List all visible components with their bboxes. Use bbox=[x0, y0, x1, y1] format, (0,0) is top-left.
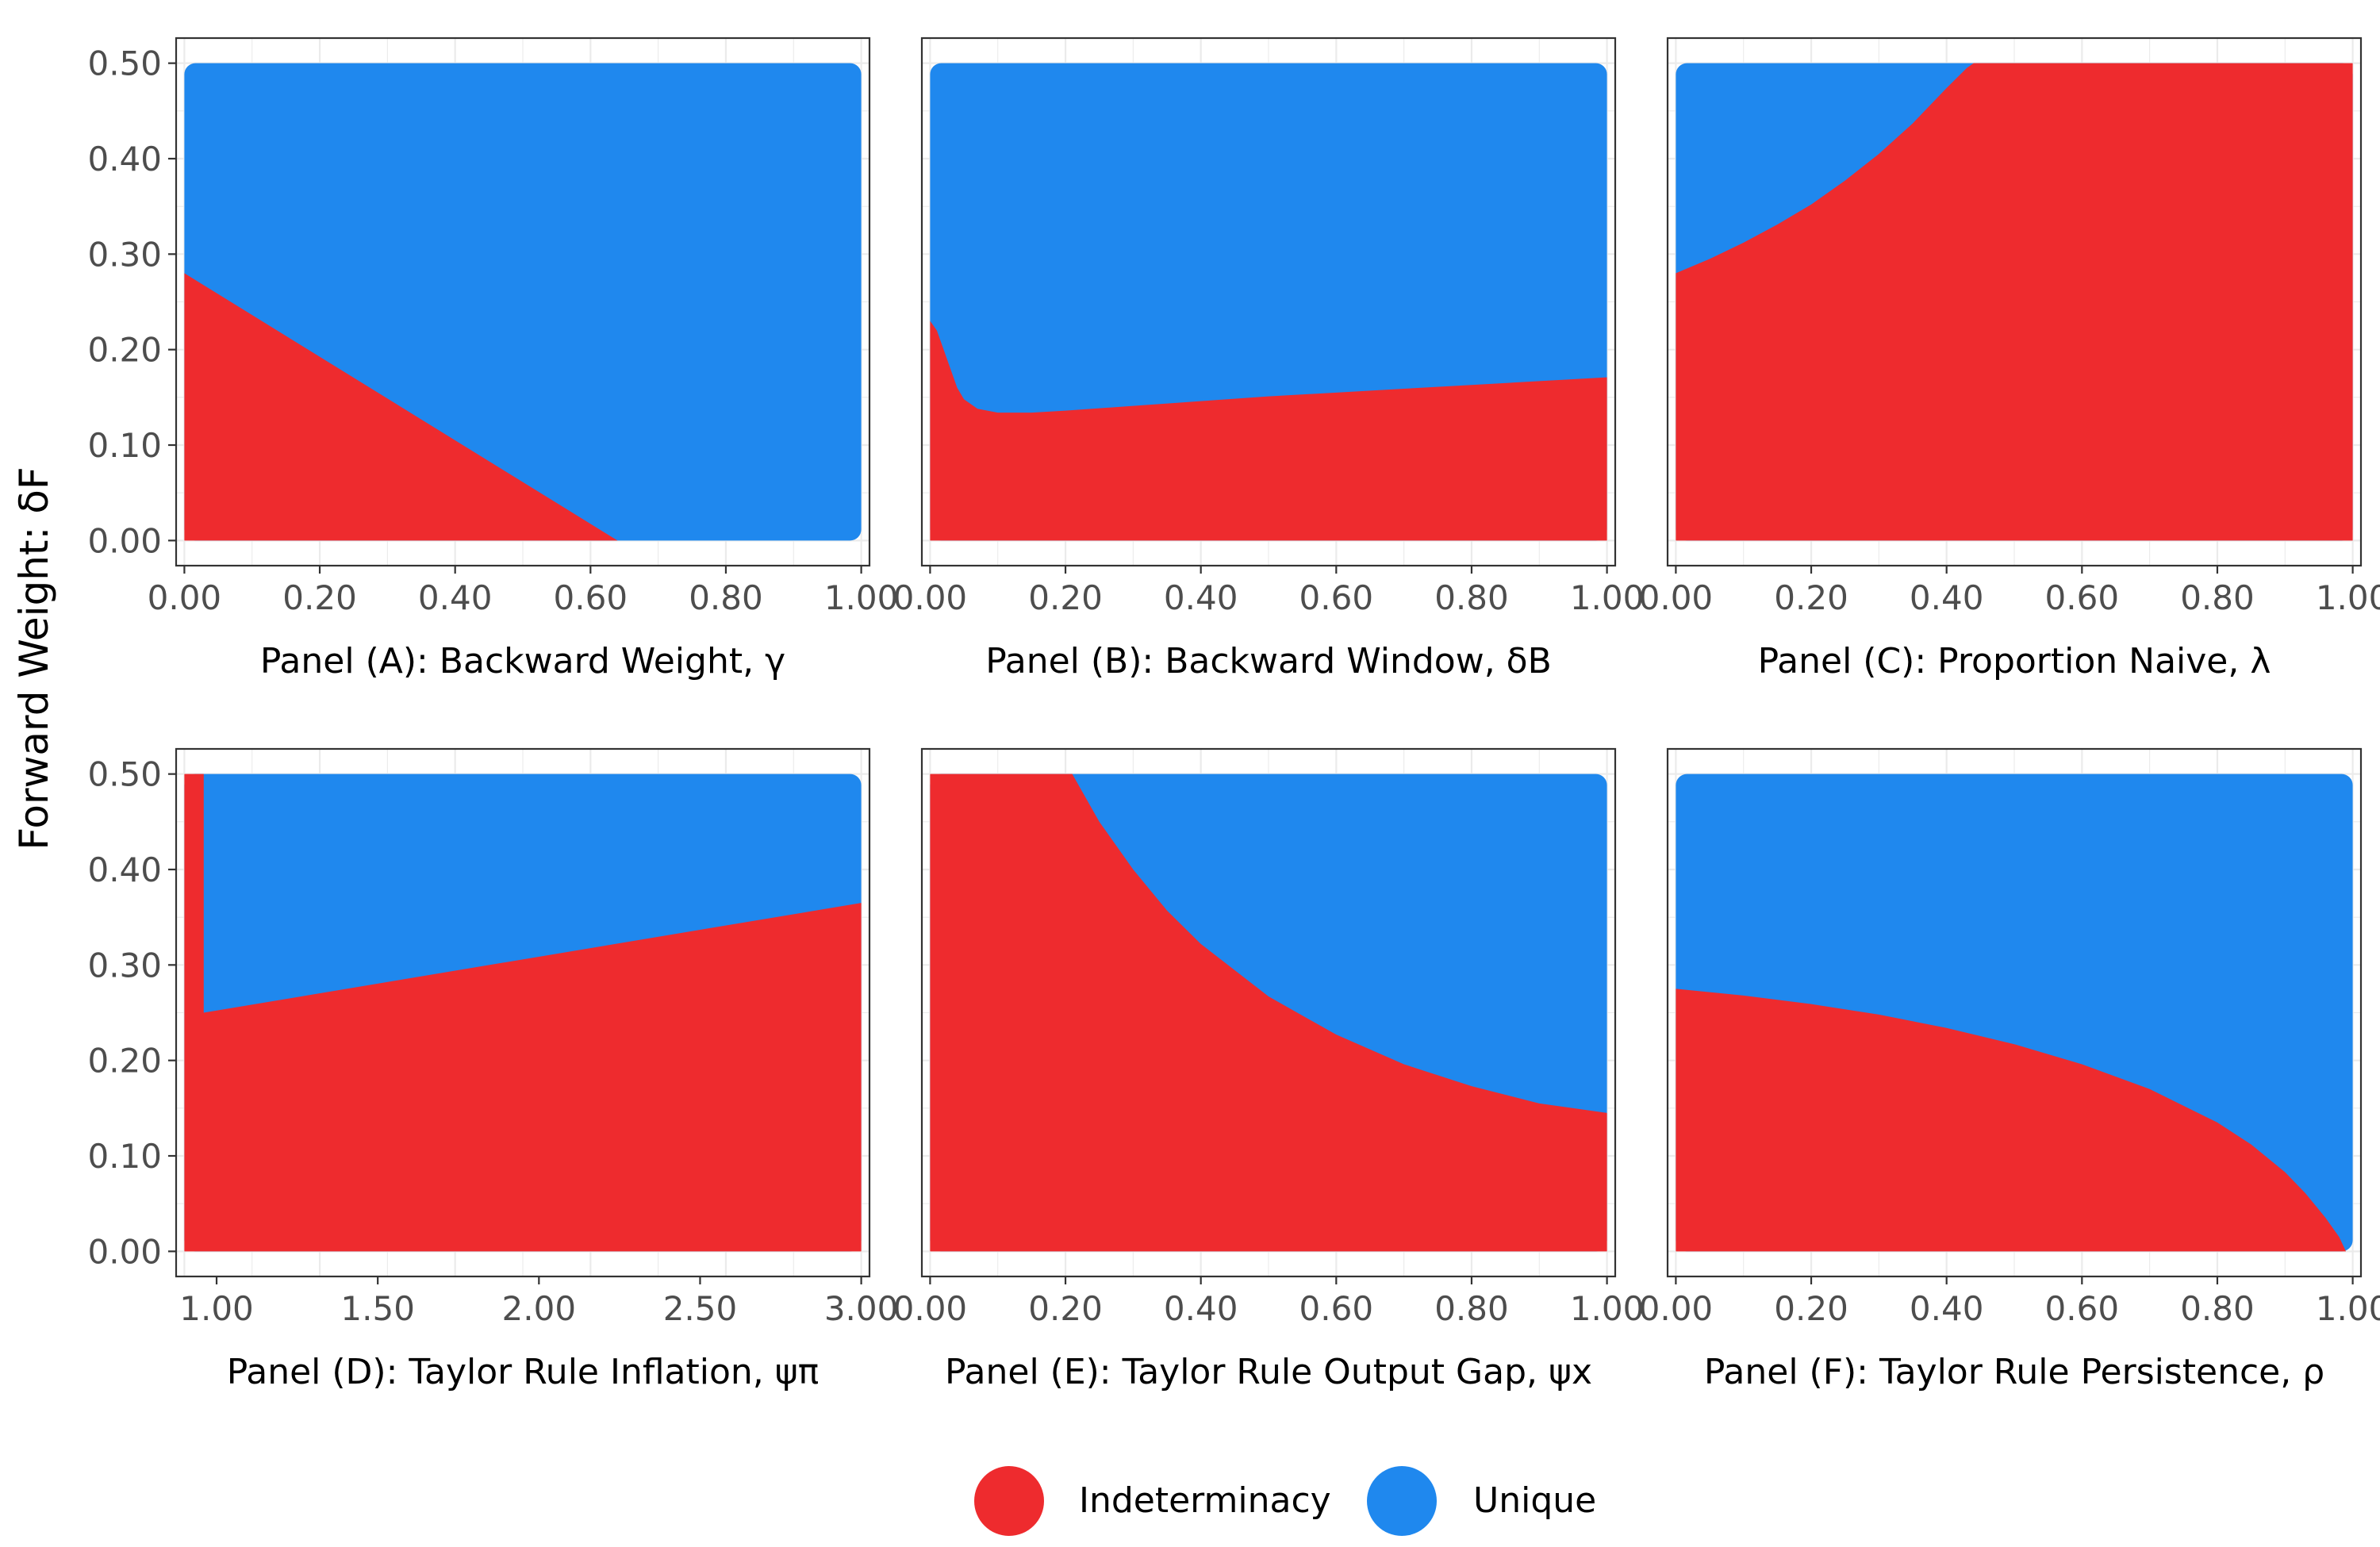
x-tick-label: 1.50 bbox=[340, 1289, 415, 1328]
x-tick-label: 0.00 bbox=[1639, 1289, 1714, 1328]
indeterminacy-region bbox=[184, 273, 862, 541]
x-tick-label: 3.00 bbox=[824, 1289, 899, 1328]
panel-f: 0.00 0.20 0.40 0.60 0.80 1.00 Panel (F): Taylo… bbox=[1639, 747, 2380, 1392]
legend: Indeterminacy Unique bbox=[974, 1466, 1596, 1536]
x-tick-label: 0.40 bbox=[1164, 578, 1238, 617]
x-tick-label: 1.00 bbox=[2316, 578, 2380, 617]
panel-b: 0.00 0.20 0.40 0.60 0.80 1.00 Panel (B): Backw… bbox=[893, 36, 1645, 681]
x-tick-label: 0.20 bbox=[1028, 1289, 1103, 1328]
x-tick-label: 1.00 bbox=[1570, 1289, 1645, 1328]
x-tick-label: 2.50 bbox=[663, 1289, 738, 1328]
x-axis-title: Panel (F): Taylor Rule Persistence, ρ bbox=[1704, 1352, 2324, 1392]
panel-a: 0.00 0.20 0.40 0.60 0.80 1.00 0.00 0.10 0.20 0.30… bbox=[87, 36, 899, 681]
legend-unique-label: Unique bbox=[1473, 1480, 1596, 1521]
x-axis-title: Panel (B): Backward Window, δB bbox=[985, 641, 1552, 681]
x-tick-label: 0.60 bbox=[2045, 578, 2120, 617]
x-tick-label: 0.60 bbox=[1299, 578, 1374, 617]
x-tick-label: 0.40 bbox=[1910, 1289, 1984, 1328]
panel-frame bbox=[920, 747, 1617, 1278]
y-tick-label: 0.30 bbox=[87, 235, 162, 274]
panel-frame bbox=[175, 36, 871, 567]
legend-indeterminacy-label: Indeterminacy bbox=[1079, 1480, 1331, 1521]
y-tick-label: 0.00 bbox=[87, 1232, 162, 1271]
x-tick-label: 0.40 bbox=[1164, 1289, 1238, 1328]
y-tick-label: 0.10 bbox=[87, 1137, 162, 1176]
chart-panels: 0.00 0.20 0.40 0.60 0.80 1.000.000.100.200.30… bbox=[87, 36, 2380, 1392]
x-tick-label: 0.80 bbox=[1434, 578, 1509, 617]
x-tick-label: 1.00 bbox=[2316, 1289, 2380, 1328]
indeterminacy-region bbox=[930, 321, 1607, 541]
x-tick-label: 0.80 bbox=[2180, 1289, 2255, 1328]
y-tick-label: 0.50 bbox=[87, 44, 162, 83]
x-tick-label: 0.80 bbox=[1434, 1289, 1509, 1328]
x-tick-label: 0.60 bbox=[2045, 1289, 2120, 1328]
x-tick-label: 1.00 bbox=[824, 578, 899, 617]
x-tick-label: 0.40 bbox=[1910, 578, 1984, 617]
y-axis-title: Forward Weight: δF bbox=[11, 466, 57, 850]
panel-frame bbox=[175, 747, 871, 1278]
x-tick-label: 0.80 bbox=[689, 578, 763, 617]
indeterminacy-region bbox=[184, 774, 862, 1252]
legend-indeterminacy-swatch bbox=[974, 1466, 1044, 1536]
panel-frame bbox=[1666, 747, 2363, 1278]
panel-d: 1.00 1.50 2.00 2.50 3.00 0.00 0.10 0.20 0.30 0.40… bbox=[87, 747, 899, 1392]
y-tick-label: 0.50 bbox=[87, 755, 162, 794]
indeterminacy-region bbox=[930, 774, 1607, 1252]
x-tick-label: 0.20 bbox=[282, 578, 357, 617]
legend-unique-swatch bbox=[1367, 1466, 1437, 1536]
x-axis-title: Panel (A): Backward Weight, γ bbox=[260, 641, 785, 681]
y-tick-label: 0.40 bbox=[87, 140, 162, 178]
x-axis-title: Panel (C): Proportion Naive, λ bbox=[1758, 641, 2271, 681]
panel-frame bbox=[920, 36, 1617, 567]
panel-frame bbox=[1666, 36, 2363, 567]
x-tick-label: 0.00 bbox=[893, 578, 968, 617]
x-tick-label: 0.20 bbox=[1774, 1289, 1848, 1328]
x-tick-label: 0.20 bbox=[1028, 578, 1103, 617]
x-axis-title: Panel (E): Taylor Rule Output Gap, ψx bbox=[945, 1352, 1592, 1392]
y-tick-label: 0.20 bbox=[87, 331, 162, 370]
indeterminacy-region bbox=[1676, 988, 2353, 1252]
x-tick-label: 0.80 bbox=[2180, 578, 2255, 617]
x-axis-title: Panel (D): Taylor Rule Inflation, ψπ bbox=[227, 1352, 820, 1392]
y-tick-label: 0.10 bbox=[87, 426, 162, 465]
y-tick-label: 0.30 bbox=[87, 946, 162, 985]
x-tick-label: 0.60 bbox=[1299, 1289, 1374, 1328]
x-tick-label: 1.00 bbox=[179, 1289, 254, 1328]
y-tick-label: 0.20 bbox=[87, 1042, 162, 1081]
panel-e: 0.00 0.20 0.40 0.60 0.80 1.00 Panel (E): Taylo… bbox=[893, 747, 1645, 1392]
x-tick-label: 0.00 bbox=[148, 578, 222, 617]
x-tick-label: 1.00 bbox=[1570, 578, 1645, 617]
x-tick-label: 0.00 bbox=[1639, 578, 1714, 617]
y-tick-label: 0.00 bbox=[87, 521, 162, 560]
x-tick-label: 0.20 bbox=[1774, 578, 1848, 617]
x-tick-label: 2.00 bbox=[502, 1289, 577, 1328]
x-tick-label: 0.00 bbox=[893, 1289, 968, 1328]
x-tick-label: 0.40 bbox=[418, 578, 493, 617]
x-tick-label: 0.60 bbox=[554, 578, 628, 617]
indeterminacy-region bbox=[1676, 63, 2353, 541]
y-tick-label: 0.40 bbox=[87, 850, 162, 889]
panel-c: 0.00 0.20 0.40 0.60 0.80 1.00 Panel (C): Propo… bbox=[1639, 36, 2380, 681]
